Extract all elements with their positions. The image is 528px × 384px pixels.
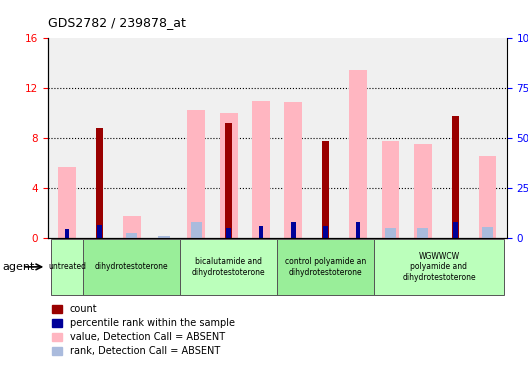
Bar xyxy=(322,141,329,238)
Bar xyxy=(452,222,458,238)
Bar xyxy=(414,144,432,238)
Bar xyxy=(277,239,374,295)
Text: bicalutamide and
dihydrotestoterone: bicalutamide and dihydrotestoterone xyxy=(192,257,266,276)
Bar xyxy=(356,222,361,238)
Bar xyxy=(291,222,296,238)
Bar xyxy=(349,70,367,238)
Text: WGWWCW
polyamide and
dihydrotestoterone: WGWWCW polyamide and dihydrotestoterone xyxy=(402,252,476,282)
Bar xyxy=(158,236,169,238)
Bar xyxy=(374,239,504,295)
Bar xyxy=(96,128,103,238)
Bar xyxy=(382,141,399,238)
Text: agent: agent xyxy=(3,262,35,272)
Bar xyxy=(478,156,496,238)
Text: untreated: untreated xyxy=(48,262,86,271)
Text: dihydrotestoterone: dihydrotestoterone xyxy=(95,262,168,271)
Bar xyxy=(451,116,459,238)
Legend: count, percentile rank within the sample, value, Detection Call = ABSENT, rank, : count, percentile rank within the sample… xyxy=(52,305,235,356)
Bar xyxy=(187,109,205,238)
Bar xyxy=(220,113,238,238)
Text: GDS2782 / 239878_at: GDS2782 / 239878_at xyxy=(48,16,185,29)
Bar xyxy=(58,167,76,238)
Bar xyxy=(83,239,180,295)
Bar xyxy=(122,216,140,238)
Bar xyxy=(180,239,277,295)
Bar xyxy=(225,123,232,238)
Bar xyxy=(64,229,69,238)
Bar xyxy=(385,228,396,238)
Bar xyxy=(417,228,428,238)
Bar xyxy=(259,225,263,238)
Bar xyxy=(482,227,493,238)
Bar xyxy=(252,101,270,238)
Bar xyxy=(285,102,302,238)
Bar xyxy=(323,226,328,238)
Bar xyxy=(51,239,83,295)
Bar xyxy=(97,225,102,238)
Bar xyxy=(126,233,137,238)
Text: control polyamide an
dihydrotestoterone: control polyamide an dihydrotestoterone xyxy=(285,257,366,276)
Bar xyxy=(227,228,231,238)
Bar xyxy=(191,222,202,238)
